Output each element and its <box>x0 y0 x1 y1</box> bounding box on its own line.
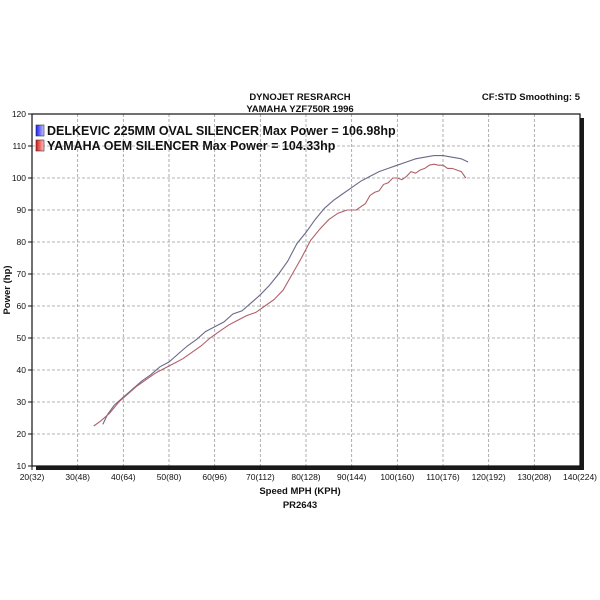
series <box>93 155 469 427</box>
y-tick-label: 90 <box>17 205 27 215</box>
y-tick-label: 100 <box>12 173 26 183</box>
x-tick-label: 80(128) <box>291 472 320 482</box>
y-tick-label: 60 <box>17 301 27 311</box>
y-tick-label: 40 <box>17 365 27 375</box>
y-tick-label: 20 <box>17 429 27 439</box>
chart-subtitle: YAMAHA YZF750R 1996 <box>246 104 354 115</box>
series-line-1 <box>102 155 469 425</box>
y-tick-label: 110 <box>12 141 26 151</box>
series-line-2 <box>93 163 467 427</box>
legend-swatch <box>35 139 45 152</box>
y-axis-label: Power (hp) <box>2 265 13 314</box>
x-tick-label: 30(48) <box>65 472 90 482</box>
y-tick-label: 70 <box>17 269 27 279</box>
y-ticks: 10 20 30 40 50 60 70 80 90 100 110 120 <box>12 109 32 471</box>
y-tick-label: 120 <box>12 109 26 119</box>
x-tick-label: 50(80) <box>157 472 182 482</box>
x-tick-label: 60(96) <box>202 472 227 482</box>
run-id: PR2643 <box>282 500 318 511</box>
x-tick-label: 20(32) <box>20 472 45 482</box>
x-tick-label: 40(64) <box>111 472 136 482</box>
y-tick-label: 30 <box>17 397 27 407</box>
y-tick-label: 50 <box>17 333 27 343</box>
legend-label: DELKEVIC 225MM OVAL SILENCER Max Power =… <box>47 124 396 138</box>
x-ticks: 20(32) 30(48) 40(64) 50(80) 60(96) 70(112) 80(… <box>20 466 597 482</box>
y-tick-label: 80 <box>17 237 27 247</box>
legend-swatch <box>35 124 45 137</box>
x-tick-label: 120(192) <box>472 472 506 482</box>
x-tick-label: 90(144) <box>337 472 366 482</box>
x-tick-label: 130(208) <box>517 472 551 482</box>
x-tick-label: 70(112) <box>246 472 275 482</box>
y-tick-label: 10 <box>17 461 27 471</box>
x-tick-label: 140(224) <box>563 472 597 482</box>
x-tick-label: 100(160) <box>380 472 414 482</box>
chart-title: DYNOJET RESRARCH <box>249 92 351 103</box>
correction-settings: CF:STD Smoothing: 5 <box>481 92 580 103</box>
grid <box>32 114 580 466</box>
legend: DELKEVIC 225MM OVAL SILENCER Max Power =… <box>35 124 396 153</box>
x-tick-label: 110(176) <box>426 472 460 482</box>
legend-label: YAMAHA OEM SILENCER Max Power = 104.33hp <box>47 139 336 153</box>
x-axis-label: Speed MPH (KPH) <box>259 486 341 497</box>
